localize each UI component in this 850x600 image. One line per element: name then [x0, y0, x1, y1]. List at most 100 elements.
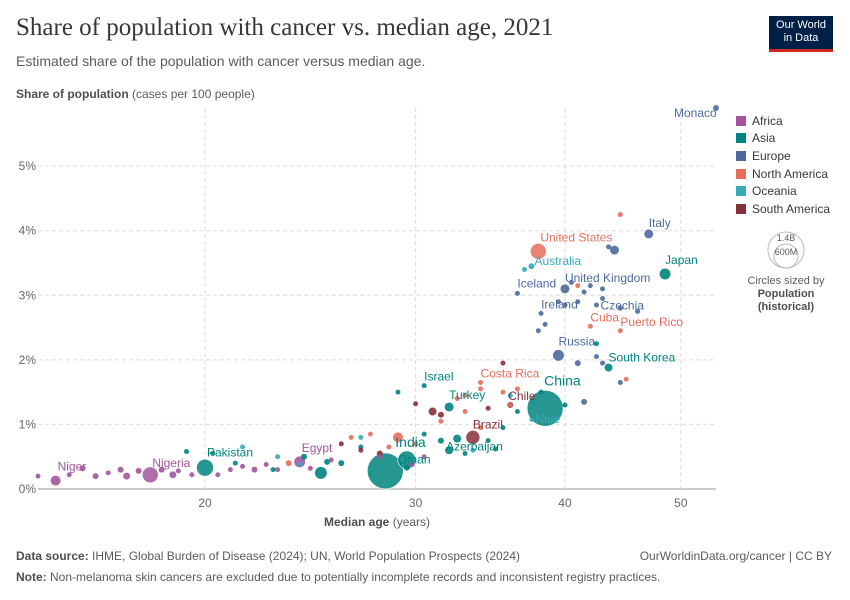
point [338, 441, 344, 447]
point [453, 434, 462, 443]
point-united-states [530, 243, 547, 260]
point [562, 302, 568, 308]
point [377, 454, 383, 460]
owid-logo[interactable]: Our World in Data [769, 16, 833, 52]
point [175, 468, 181, 474]
label-costa-rica: Costa Rica [481, 366, 540, 380]
label-niue: Niue [535, 412, 560, 426]
point-china [526, 389, 564, 427]
point-oman [403, 464, 410, 471]
point [66, 472, 72, 478]
point [35, 473, 41, 479]
legend-item-oceania[interactable]: Oceania [736, 182, 830, 200]
point [215, 472, 221, 478]
point [500, 389, 506, 395]
point-south-korea [604, 363, 613, 372]
size-legend-caption-bold2: (historical) [757, 301, 815, 313]
point [535, 328, 541, 334]
point [462, 409, 468, 415]
point [324, 458, 331, 465]
label-nigeria: Nigeria [152, 456, 190, 470]
point-monaco [713, 105, 719, 111]
point [587, 283, 593, 289]
size-legend: 1.4B 600M Circles sized by Population (h… [736, 224, 836, 314]
label-cuba: Cuba [590, 310, 619, 324]
point [581, 398, 588, 405]
point-united-kingdom [560, 284, 570, 294]
legend-label: North America [752, 166, 829, 181]
point [210, 450, 216, 456]
point [409, 461, 415, 467]
legend-label: Oceania [752, 184, 797, 199]
point [562, 402, 568, 408]
note: Note: Non-melanoma skin cancers are excl… [16, 570, 660, 584]
point [413, 401, 419, 407]
point [462, 450, 468, 456]
point [600, 286, 606, 292]
grid-lines [38, 108, 716, 490]
point [158, 466, 165, 473]
label-united-states: United States [540, 230, 612, 244]
point-nigeria [141, 466, 159, 484]
point [437, 411, 444, 418]
point [428, 407, 437, 416]
legend-item-africa[interactable]: Africa [736, 112, 830, 130]
y-axis-title: Share of population [16, 87, 129, 101]
y-axis-unit: (cases per 100 people) [132, 87, 255, 101]
point [421, 454, 427, 460]
label-monaco: Monaco [674, 106, 717, 120]
y-axis-label: Share of population (cases per 100 peopl… [16, 87, 255, 101]
point [297, 461, 303, 467]
point [123, 472, 131, 480]
label-united-kingdom: United Kingdom [565, 271, 650, 285]
point-niger [50, 475, 61, 486]
label-chile: Chile [508, 389, 536, 403]
point [617, 305, 623, 311]
point [454, 396, 460, 402]
point-azerbaijan [445, 446, 454, 455]
point [386, 444, 392, 450]
label-india: India [395, 434, 426, 450]
point-italy [644, 229, 654, 239]
point [538, 389, 544, 395]
y-tick-label: 5% [19, 159, 37, 173]
point-costa-rica [478, 379, 484, 385]
point-russia [552, 349, 564, 361]
label-israel: Israel [424, 370, 453, 384]
point [514, 386, 520, 392]
x-axis-unit: (years) [392, 515, 431, 529]
point [92, 473, 99, 480]
point-turkey [444, 402, 454, 412]
size-legend-label-small: 600M [775, 247, 798, 257]
point [240, 463, 246, 469]
logo-line2: in Data [783, 32, 819, 44]
point-brazil [465, 430, 481, 445]
point [521, 266, 527, 272]
size-legend-circles: 1.4B 600M [767, 231, 805, 269]
label-brazil: Brazil [473, 417, 503, 431]
size-legend-circle-small [773, 243, 799, 269]
legend-item-europe[interactable]: Europe [736, 147, 830, 165]
y-tick-label: 0% [19, 482, 37, 496]
legend-item-south-america[interactable]: South America [736, 200, 830, 218]
point-japan [659, 268, 671, 280]
point [485, 405, 491, 411]
point [367, 431, 373, 437]
legend-item-asia[interactable]: Asia [736, 130, 830, 148]
point-iceland [514, 290, 520, 296]
point-ireland [538, 310, 544, 316]
point [169, 471, 177, 479]
point [478, 386, 484, 392]
point [275, 454, 281, 460]
point [542, 321, 548, 327]
point-cuba [587, 323, 593, 329]
point [593, 354, 599, 360]
legend-label: Africa [752, 113, 783, 128]
point [493, 446, 499, 452]
point [263, 461, 269, 467]
legend-item-north-america[interactable]: North America [736, 165, 830, 183]
point [240, 444, 246, 450]
source-url[interactable]: OurWorldinData.org/cancer | CC BY [639, 549, 832, 563]
tick-labels: 0% 1% 2% 3% 4% 5% 20 30 40 50 [19, 159, 688, 510]
